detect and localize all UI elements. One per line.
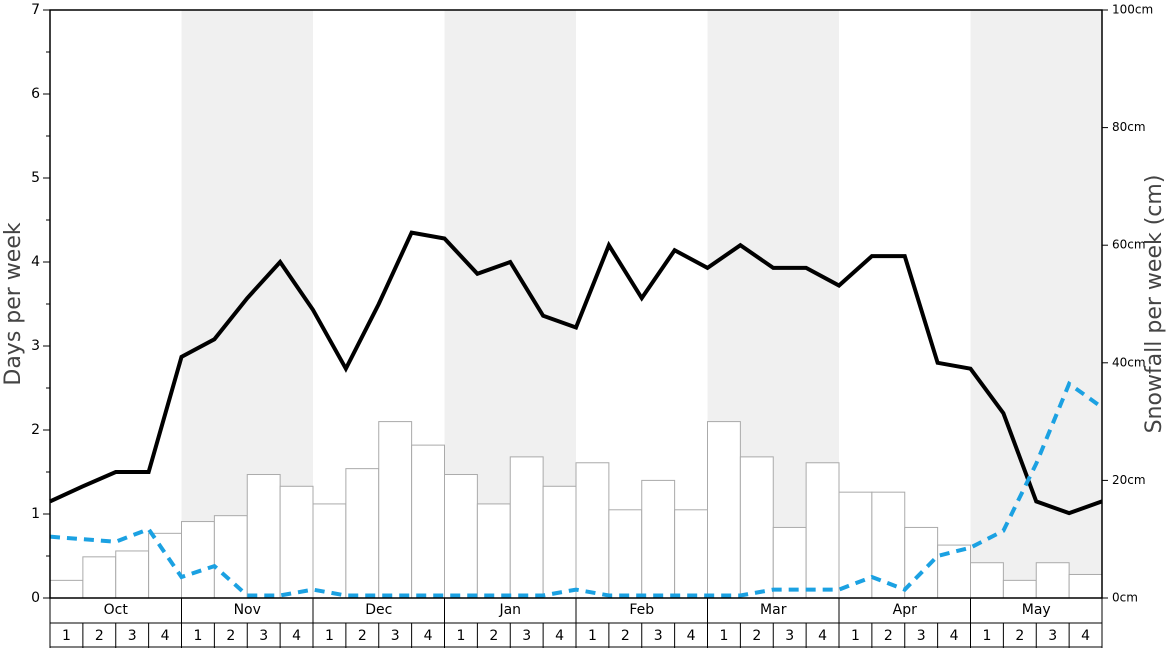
month-label: Mar bbox=[760, 602, 787, 618]
snowfall-bar bbox=[509, 456, 544, 599]
week-label: 1 bbox=[62, 628, 71, 644]
snowfall-bar bbox=[378, 421, 413, 599]
y-tick-label: 2 bbox=[31, 422, 40, 438]
y2-tick-label: 100cm bbox=[1112, 3, 1153, 17]
snowfall-bar bbox=[345, 468, 380, 599]
snowfall-bar bbox=[707, 421, 741, 599]
week-label: 3 bbox=[259, 628, 268, 644]
y-tick-label: 3 bbox=[31, 338, 40, 354]
y2-axis-label: Snowfall per week (cm) bbox=[1142, 175, 1167, 434]
snowfall-bar bbox=[542, 485, 577, 599]
month-label: Apr bbox=[893, 602, 917, 618]
snowfall-bar bbox=[82, 556, 117, 599]
snowfall-bar bbox=[279, 485, 314, 599]
week-label: 1 bbox=[982, 628, 991, 644]
days-line bbox=[49, 380, 1104, 598]
snowfall-bar bbox=[115, 550, 150, 599]
snowfall-bar bbox=[739, 456, 774, 599]
week-label: 1 bbox=[456, 628, 465, 644]
snowfall-bar bbox=[444, 474, 478, 599]
y-tick-label: 4 bbox=[31, 254, 40, 270]
week-label: 2 bbox=[95, 628, 104, 644]
y2-tick-label: 80cm bbox=[1112, 120, 1146, 134]
week-label: 2 bbox=[489, 628, 498, 644]
week-label: 3 bbox=[128, 628, 137, 644]
snowfall-bar bbox=[1068, 573, 1103, 599]
snowfall-bar bbox=[49, 579, 84, 599]
snowfall-bar bbox=[608, 509, 643, 599]
y2-tick-label: 40cm bbox=[1112, 355, 1146, 369]
week-label: 2 bbox=[752, 628, 761, 644]
snowfall-bar bbox=[148, 532, 182, 599]
snowfall-bar bbox=[411, 444, 445, 599]
y2-tick-label: 20cm bbox=[1112, 473, 1146, 487]
month-label: Oct bbox=[104, 602, 129, 618]
week-label: 4 bbox=[950, 628, 959, 644]
snowfall-bar bbox=[674, 509, 708, 599]
month-label: May bbox=[1022, 602, 1051, 618]
week-label: 2 bbox=[1015, 628, 1024, 644]
snowfall-bar bbox=[213, 515, 248, 599]
y2-tick-label: 0cm bbox=[1112, 591, 1138, 605]
y-axis-label: Days per week bbox=[1, 222, 26, 385]
snowfall-bar bbox=[641, 479, 676, 599]
snowfall-bar bbox=[246, 474, 281, 599]
y-tick-label: 6 bbox=[31, 86, 40, 102]
week-label: 4 bbox=[1081, 628, 1090, 644]
snowfall-bar bbox=[312, 503, 347, 599]
y2-tick-label: 60cm bbox=[1112, 238, 1146, 252]
month-label: Jan bbox=[498, 602, 521, 618]
y-tick-label: 7 bbox=[31, 2, 40, 18]
snowfall-bar bbox=[181, 521, 215, 599]
snowfall-bar bbox=[805, 462, 840, 599]
week-label: 4 bbox=[818, 628, 827, 644]
week-label: 2 bbox=[884, 628, 893, 644]
week-label: 4 bbox=[424, 628, 433, 644]
days-line bbox=[49, 230, 1103, 516]
week-label: 3 bbox=[522, 628, 531, 644]
week-label: 2 bbox=[358, 628, 367, 644]
week-label: 1 bbox=[719, 628, 728, 644]
y-tick-label: 1 bbox=[31, 506, 40, 522]
month-label: Nov bbox=[234, 602, 261, 618]
week-label: 2 bbox=[226, 628, 235, 644]
snowfall-bar bbox=[1035, 562, 1070, 599]
snowfall-bar bbox=[970, 562, 1004, 599]
y-tick-label: 0 bbox=[31, 590, 40, 606]
week-label: 4 bbox=[687, 628, 696, 644]
y-tick-label: 5 bbox=[31, 170, 40, 186]
month-label: Dec bbox=[365, 602, 392, 618]
week-label: 3 bbox=[1048, 628, 1057, 644]
week-label: 4 bbox=[161, 628, 170, 644]
month-label: Feb bbox=[629, 602, 654, 618]
week-label: 1 bbox=[193, 628, 202, 644]
week-label: 3 bbox=[391, 628, 400, 644]
week-label: 4 bbox=[292, 628, 301, 644]
snowfall-bar bbox=[1002, 579, 1037, 599]
week-label: 3 bbox=[654, 628, 663, 644]
week-label: 4 bbox=[555, 628, 564, 644]
snowfall-bar bbox=[476, 503, 511, 599]
snowfall-bar bbox=[575, 462, 610, 599]
snowfall-bar bbox=[772, 526, 807, 599]
week-label: 1 bbox=[588, 628, 597, 644]
week-label: 1 bbox=[851, 628, 860, 644]
week-label: 3 bbox=[785, 628, 794, 644]
week-label: 1 bbox=[325, 628, 334, 644]
week-label: 2 bbox=[621, 628, 630, 644]
week-label: 3 bbox=[917, 628, 926, 644]
